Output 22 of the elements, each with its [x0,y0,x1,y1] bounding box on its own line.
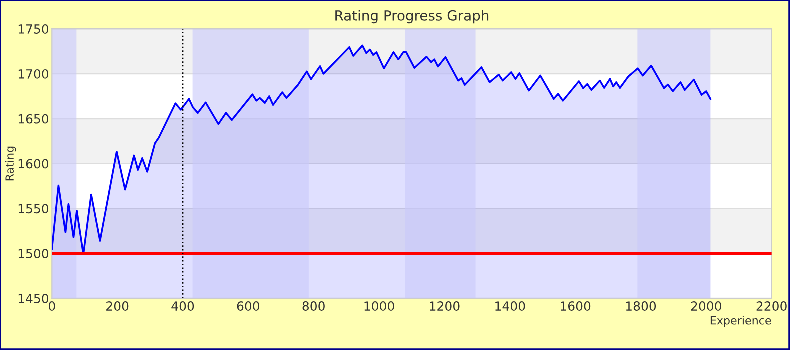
x-tick-label: 1800 [626,302,656,312]
y-tick-label: 1450 [18,294,49,304]
y-tick-label: 1700 [18,69,49,79]
x-tick-label: 400 [172,302,194,312]
x-tick-label: 200 [106,302,129,312]
y-tick-label: 1600 [18,159,49,169]
x-tick-label: 800 [302,302,325,312]
y-tick-label: 1500 [18,249,49,259]
y-tick-label: 1750 [18,24,49,34]
x-tick-label: 1600 [561,302,591,312]
x-axis-title: Experience [710,316,772,327]
x-tick-label: 0 [48,302,56,312]
x-tick-label: 1200 [430,302,460,312]
y-tick-label: 1650 [18,114,49,124]
y-axis-title: Rating [5,146,16,181]
x-tick-label: 1000 [364,302,394,312]
x-tick-label: 600 [237,302,260,312]
x-tick-label: 1400 [496,302,526,312]
y-tick-label: 1550 [18,204,49,214]
chart-title: Rating Progress Graph [336,10,489,24]
x-tick-label: 2000 [691,302,722,312]
x-tick-label: 2200 [756,302,787,312]
